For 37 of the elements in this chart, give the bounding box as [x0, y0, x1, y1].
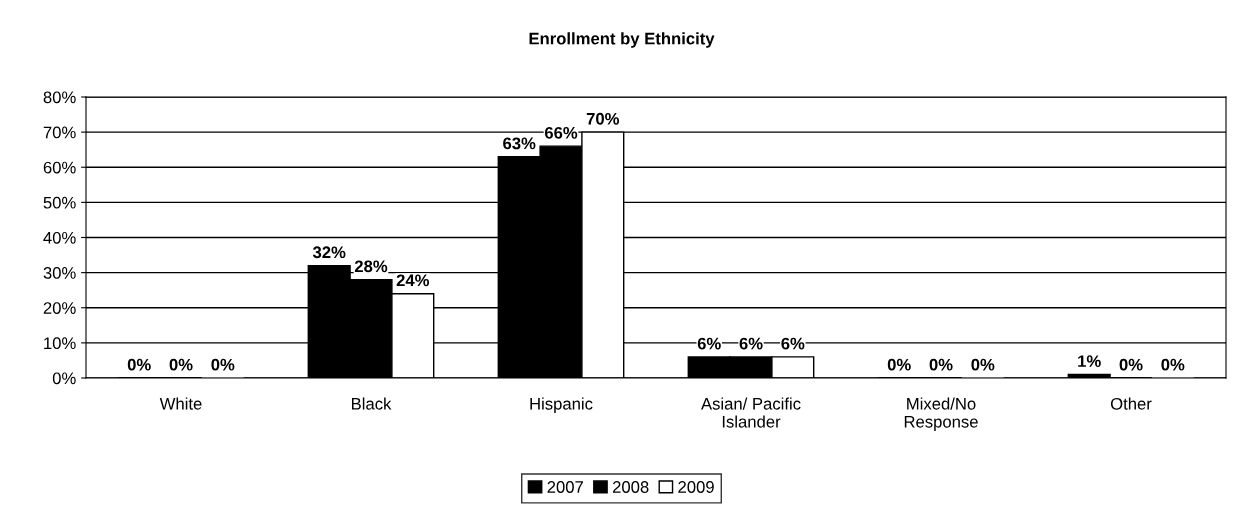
data-label: 24% [396, 274, 430, 287]
data-label: 6% [697, 337, 721, 350]
data-label: 0% [887, 358, 911, 371]
legend-label: 2008 [612, 481, 649, 493]
data-label: 66% [544, 126, 578, 139]
x-tick-label: Other [1110, 397, 1152, 410]
data-label: 1% [1078, 355, 1101, 367]
y-tick-label: 60% [43, 161, 76, 174]
chart-title: Enrollment by Ethnicity [529, 32, 715, 48]
data-label: 0% [971, 358, 995, 371]
data-label: 0% [211, 358, 235, 371]
x-tick-label: Hispanic [530, 397, 593, 413]
x-tick-label: Asian/ Pacific Islander [701, 397, 801, 428]
x-tick-label: Mixed/No Response [904, 397, 978, 431]
data-label: 0% [1119, 358, 1143, 371]
x-tick-label: White [159, 397, 202, 410]
y-tick-label: 10% [44, 337, 76, 350]
x-tick-label: Black [351, 397, 392, 410]
y-tick-label: 50% [43, 196, 76, 209]
data-label: 63% [503, 137, 536, 150]
data-label: 28% [354, 260, 388, 273]
data-label: 32% [312, 246, 346, 259]
data-label: 70% [586, 112, 620, 125]
y-tick-label: 40% [43, 231, 76, 244]
data-label: 0% [929, 358, 953, 371]
y-tick-label: 20% [43, 302, 76, 314]
data-label: 0% [1161, 358, 1185, 371]
legend-label: 2009 [678, 481, 714, 493]
data-label: 0% [169, 358, 193, 371]
data-label: 6% [781, 337, 805, 350]
y-tick-label: 70% [43, 126, 76, 139]
y-tick-label: 0% [52, 372, 76, 385]
legend-label: 2007 [547, 481, 583, 493]
data-label: 0% [127, 358, 151, 371]
data-label: 6% [739, 337, 763, 350]
y-tick-label: 80% [43, 91, 76, 104]
y-tick-label: 30% [43, 267, 76, 279]
